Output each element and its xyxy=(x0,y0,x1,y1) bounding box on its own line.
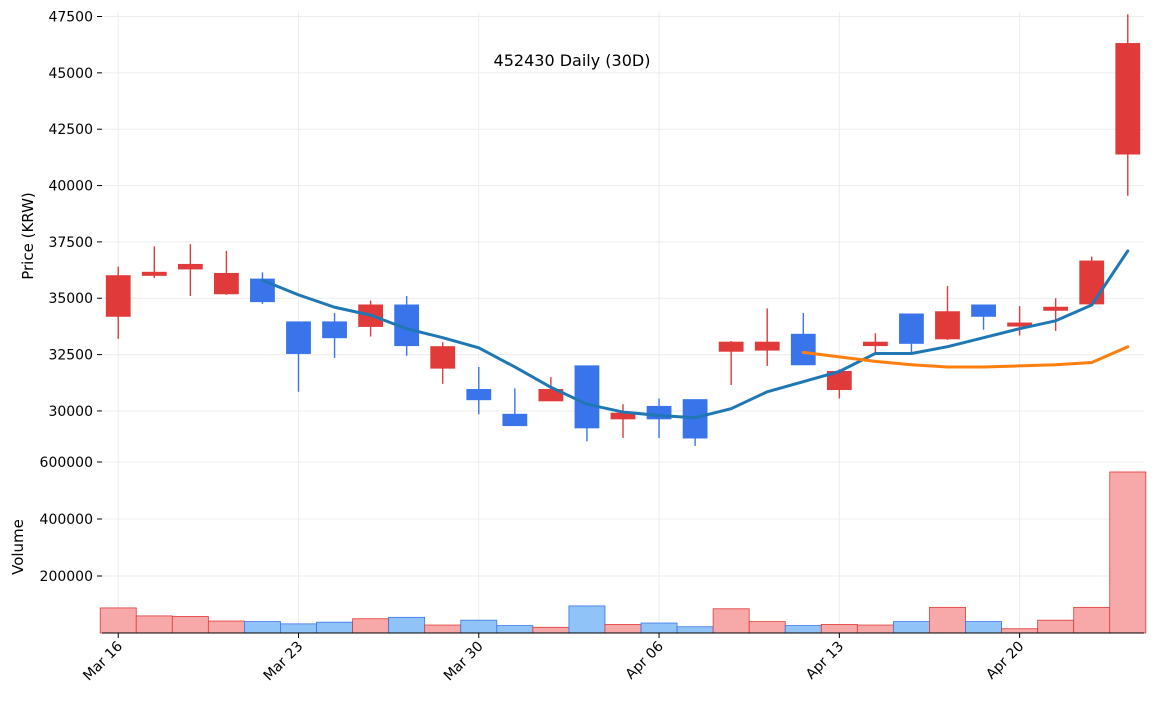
x-tick-label: Mar 23 xyxy=(261,639,307,685)
volume-bar xyxy=(135,615,173,634)
volume-bar xyxy=(604,624,642,634)
volume-bar xyxy=(1037,619,1075,634)
x-axis-labels: Mar 16 Mar 23 Mar 30 Apr 06 Apr 13 Apr 20 xyxy=(80,633,1027,684)
price-tick-label: 35000 xyxy=(48,291,93,307)
candle-body xyxy=(430,346,456,369)
volume-bar xyxy=(676,626,714,634)
ma-long-line xyxy=(801,345,1130,369)
candle-body xyxy=(177,263,203,270)
candle-body xyxy=(502,413,528,427)
x-gridlines xyxy=(117,12,1021,633)
volume-bar xyxy=(1073,606,1111,634)
x-tick-label: Mar 30 xyxy=(441,639,487,685)
volume-axis-labels: 200000 400000 600000 xyxy=(40,455,102,585)
volume-bar xyxy=(712,608,750,634)
volume-axis-title: Volume xyxy=(9,519,27,575)
candle-body xyxy=(971,304,996,317)
volume-tick-label: 400000 xyxy=(40,512,93,528)
x-tick-label: Apr 20 xyxy=(983,639,1027,683)
candle-body xyxy=(1115,43,1141,155)
candle-body xyxy=(286,321,311,354)
volume-bar xyxy=(640,622,678,634)
volume-bar xyxy=(99,607,137,634)
volume-bar xyxy=(568,605,606,634)
candle-body xyxy=(718,341,744,352)
price-tick-label: 45000 xyxy=(48,66,93,82)
x-tick-label: Apr 13 xyxy=(803,639,847,683)
price-tick-label: 32500 xyxy=(48,348,93,364)
volume-tick-label: 600000 xyxy=(40,455,93,471)
price-tick-label: 47500 xyxy=(48,10,93,26)
candle-body xyxy=(1079,260,1105,305)
volume-bar xyxy=(316,621,353,634)
volume-bars xyxy=(99,471,1147,634)
x-tick-label: Mar 16 xyxy=(80,638,126,684)
price-tick-label: 42500 xyxy=(48,122,93,138)
candle-body xyxy=(141,271,167,276)
price-axis-title: Price (KRW) xyxy=(19,192,37,280)
volume-bar xyxy=(352,618,390,634)
volume-bar xyxy=(893,621,930,634)
candle-body xyxy=(105,275,131,317)
volume-bar xyxy=(856,624,894,634)
volume-bar xyxy=(748,621,786,634)
price-axis-labels: 30000 32500 35000 37500 40000 42500 45000 47500 xyxy=(48,10,102,420)
price-tick-label: 37500 xyxy=(48,235,93,251)
volume-bar xyxy=(424,624,462,634)
price-tick-label: 40000 xyxy=(48,179,93,195)
volume-bar xyxy=(207,620,245,634)
volume-tick-label: 200000 xyxy=(40,569,93,585)
volume-bar xyxy=(496,625,534,634)
volume-bar xyxy=(532,626,570,634)
volume-gridlines xyxy=(102,461,1144,577)
candle-body xyxy=(935,311,960,340)
chart-title: 452430 Daily (30D) xyxy=(494,51,651,70)
candle-body xyxy=(899,313,924,344)
price-tick-label: 30000 xyxy=(48,404,93,420)
volume-bar xyxy=(929,606,966,634)
volume-bar xyxy=(280,623,317,634)
x-tick-label: Apr 06 xyxy=(623,638,667,682)
volume-bar xyxy=(244,621,281,634)
volume-bar xyxy=(171,616,209,634)
volume-bar xyxy=(820,624,858,634)
candle-body xyxy=(862,341,888,347)
volume-bar xyxy=(784,625,822,634)
candle-body xyxy=(213,272,239,295)
candle-body xyxy=(322,321,347,339)
candle-body xyxy=(1043,306,1069,311)
ma-short-line xyxy=(260,249,1130,420)
candle-body xyxy=(790,333,816,366)
volume-bar xyxy=(965,621,1002,634)
candle-body xyxy=(574,365,600,429)
moving-average-lines xyxy=(260,249,1130,420)
candles xyxy=(105,14,1141,446)
price-gridlines xyxy=(102,16,1144,412)
candle-body xyxy=(466,389,492,401)
candle-body xyxy=(754,341,780,351)
volume-bar xyxy=(1109,471,1147,634)
volume-bar xyxy=(460,619,498,634)
volume-bar xyxy=(388,616,426,634)
volume-bar xyxy=(1001,628,1039,634)
candle-body xyxy=(538,389,564,402)
